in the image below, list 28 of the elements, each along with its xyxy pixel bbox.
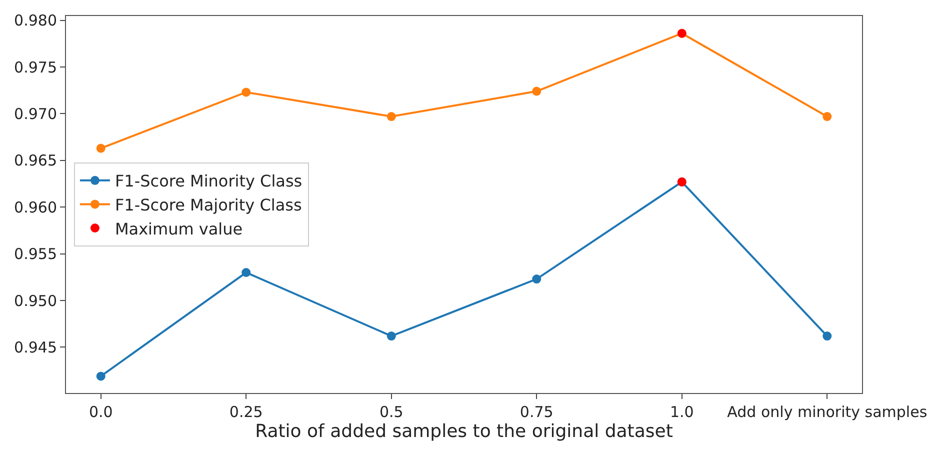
- legend-label: Maximum value: [114, 219, 243, 238]
- y-tick-label: 0.970: [14, 104, 57, 123]
- x-tick-label: 0.5: [379, 403, 404, 421]
- y-tick-label: 0.975: [14, 58, 57, 76]
- y-tick-label: 0.945: [14, 338, 57, 356]
- point: [532, 86, 542, 96]
- x-tick-label: 0.25: [229, 403, 263, 421]
- point: [96, 144, 106, 153]
- y-tick-label: 0.960: [14, 198, 57, 216]
- point: [242, 268, 251, 277]
- point: [386, 112, 396, 122]
- x-tick-label: 1.0: [670, 403, 694, 421]
- x-tick-label: 0.75: [520, 403, 554, 421]
- y-tick-label: 0.965: [14, 152, 57, 170]
- y-tick-label: 0.955: [14, 245, 57, 264]
- x-tick-label: 0.0: [88, 403, 113, 421]
- y-tick-label: 0.950: [14, 292, 57, 310]
- y-tick-label: 0.980: [14, 12, 57, 30]
- point: [822, 112, 832, 122]
- x-tick-label: Add only minority samples: [727, 403, 928, 421]
- legend-label: F1-Score Majority Class: [114, 195, 302, 214]
- legend-label: F1-Score Minority Class: [114, 172, 302, 191]
- point: [822, 332, 832, 341]
- point: [532, 274, 542, 284]
- point: [242, 88, 251, 97]
- x-axis-title: Ratio of added samples to the original dataset: [255, 421, 673, 442]
- point: [96, 372, 106, 381]
- point: [386, 332, 396, 341]
